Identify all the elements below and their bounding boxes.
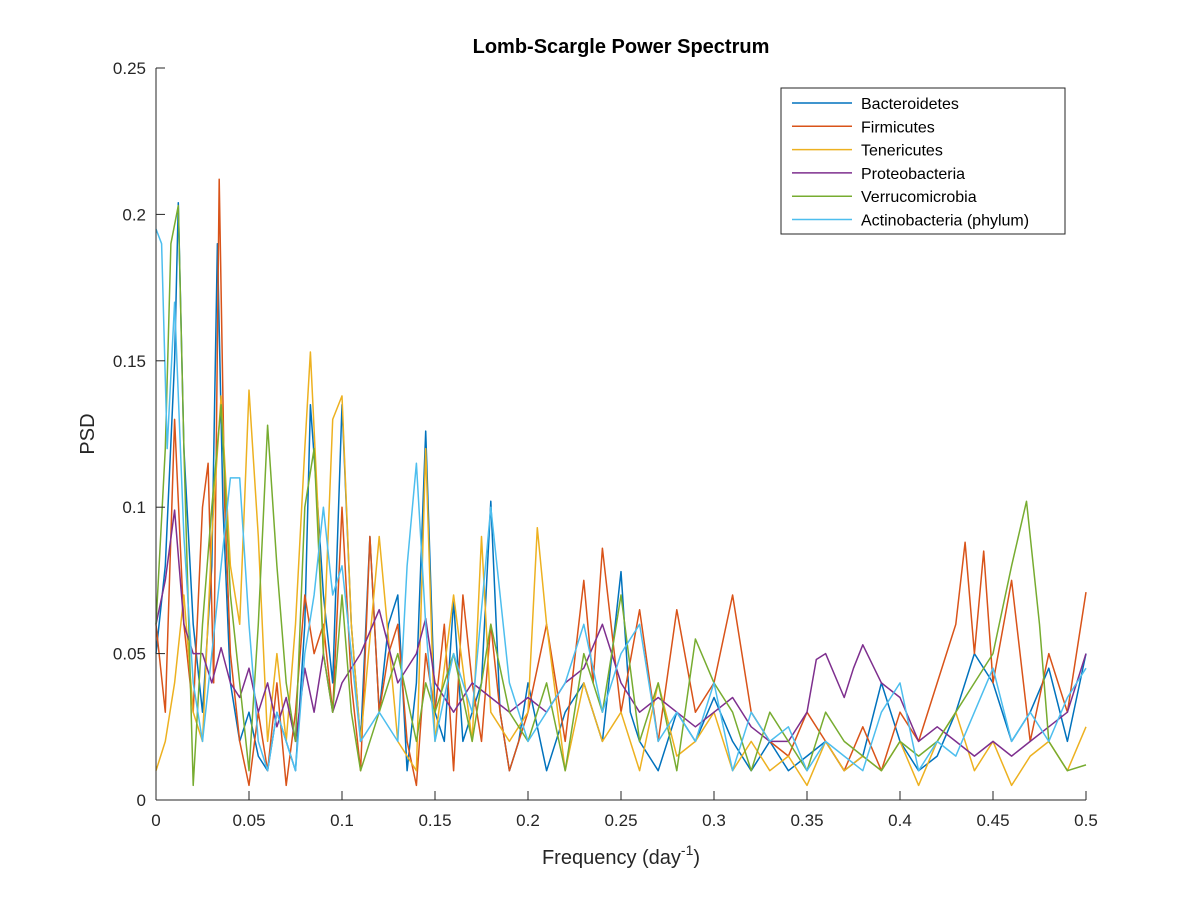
y-tick-label: 0.05 [113,645,146,664]
legend: Bacteroidetes Firmicutes Tenericutes Proteo… [780,87,1066,235]
x-axis-label-main: Frequency (day [542,847,681,869]
x-tick-label: 0.3 [702,811,726,830]
x-axis-label-end: ) [693,847,700,869]
y-axis-label: PSD [77,413,99,454]
x-tick-label: 0.4 [888,811,912,830]
x-tick-label: 0.45 [976,811,1009,830]
y-ticks: 0 0.05 0.1 0.15 0.2 0.25 [113,59,165,810]
x-tick-label: 0.05 [232,811,265,830]
x-tick-label: 0.25 [604,811,637,830]
x-tick-label: 0 [151,811,160,830]
x-tick-label: 0.35 [790,811,823,830]
x-tick-label: 0.5 [1074,811,1098,830]
legend-label-3: Tenericutes [861,143,943,160]
series-line-2 [155,178,1087,787]
legend-entries: Bacteroidetes Firmicutes Tenericutes Proteo… [792,96,1029,230]
chart-title: Lomb-Scargle Power Spectrum [473,36,770,58]
y-tick-label: 0.15 [113,352,146,371]
x-tick-label: 0.2 [516,811,540,830]
legend-label-1: Bacteroidetes [861,96,959,113]
legend-label-4: Proteobacteria [861,166,965,183]
legend-label-5: Verrucomicrobia [861,189,977,206]
series-line-6 [155,228,1087,772]
y-tick-label: 0.25 [113,59,146,78]
y-tick-label: 0.1 [122,498,146,517]
series-layer [155,178,1087,787]
legend-box [780,87,1066,235]
legend-label-2: Firmicutes [861,119,935,136]
x-axis-label-superscript: -1 [681,842,694,858]
series-line-5 [155,204,1087,787]
y-tick-label: 0 [137,791,146,810]
x-tick-label: 0.1 [330,811,354,830]
y-tick-label: 0.2 [122,205,146,224]
legend-label-6: Actinobacteria (phylum) [861,213,1029,230]
x-axis-label: Frequency (day-1) [542,842,700,869]
x-ticks: 0 0.05 0.1 0.15 0.2 0.25 0.3 0.35 0.4 0.45 0.5 [151,791,1098,830]
x-tick-label: 0.15 [418,811,451,830]
